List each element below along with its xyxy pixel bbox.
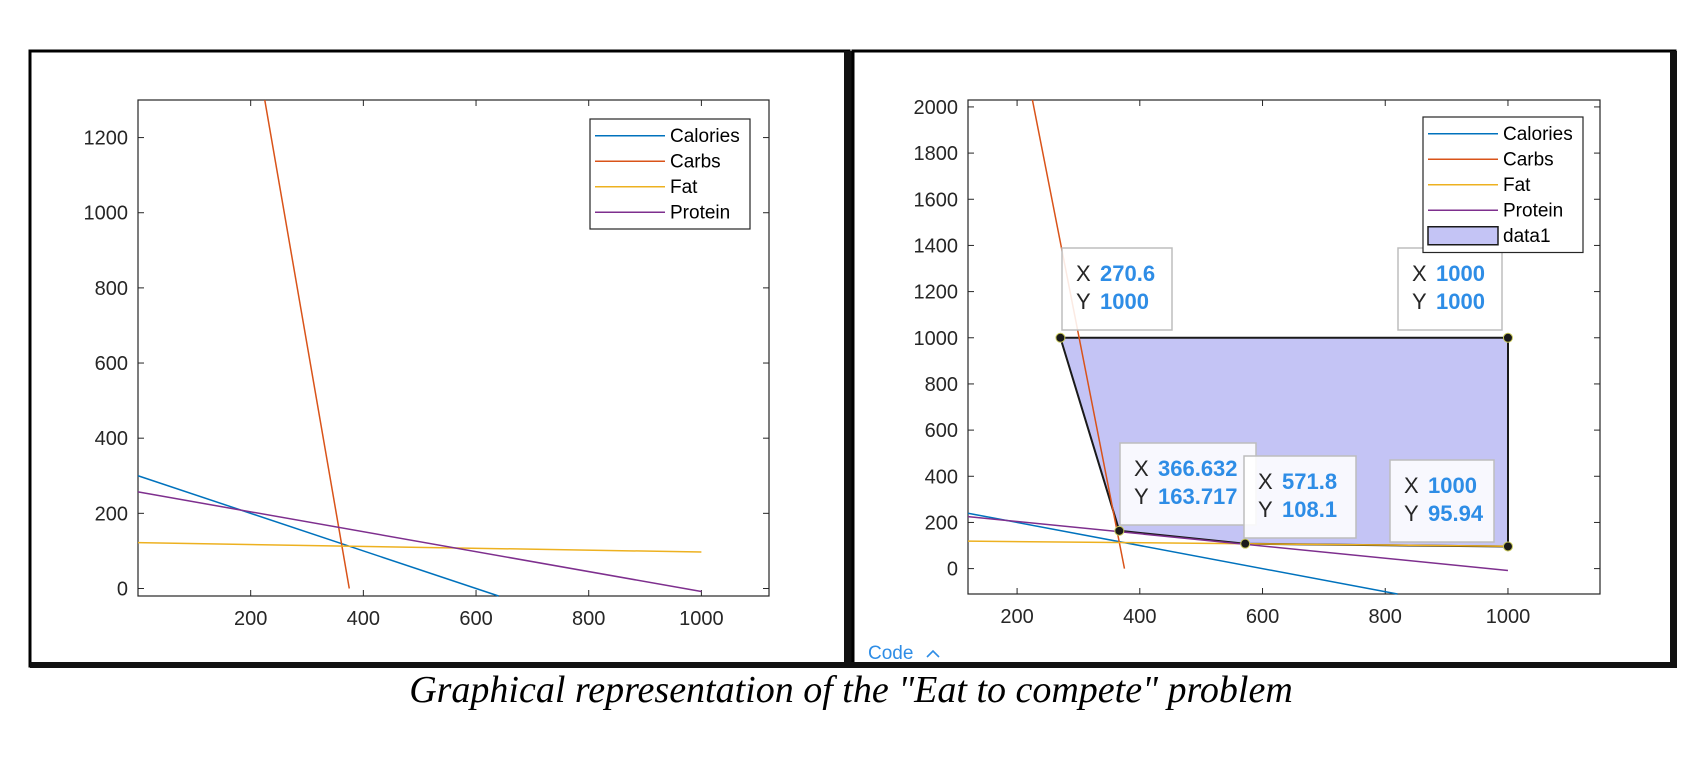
chart2-datatip-x-value: 1000 <box>1436 261 1485 286</box>
chart2-datatip-x-key: X <box>1258 469 1273 494</box>
chart2-x-tick-label: 1000 <box>1486 606 1531 628</box>
chart2-datatip-marker <box>1114 525 1125 536</box>
chart2-datatip-box <box>1389 459 1495 543</box>
chevron-up-icon[interactable] <box>926 649 940 658</box>
chart-left: 200 400 600 800 1000 0 200 400 600 800 1000 1200 Cal… <box>84 99 770 630</box>
chart1-legend-label-calories: Calories <box>670 126 740 147</box>
chart2-datatip-marker <box>1055 332 1066 343</box>
chart1-series-line-calories <box>137 475 499 597</box>
chart2-series-line-calories <box>967 512 1398 595</box>
chart2-y-tick-label: 200 <box>925 512 958 534</box>
chart1-legend-label-carbs: Carbs <box>670 151 721 172</box>
chart1-series-line-protein <box>137 491 702 593</box>
chart1-x-tick-label: 1000 <box>679 608 724 630</box>
figure-caption: Graphical representation of the "Eat to … <box>409 669 1293 711</box>
chart2-datatip-y-value: 1000 <box>1100 289 1149 314</box>
chart2-datatip-y-key: Y <box>1258 497 1273 522</box>
chart2-legend-swatch-data1 <box>1427 226 1499 246</box>
chart2-legend-label-fat: Fat <box>1503 175 1531 196</box>
chart1-legend-box <box>589 118 751 230</box>
chart2-datatip-y-value: 1000 <box>1436 289 1485 314</box>
chart2-y-tick-label: 800 <box>925 374 958 396</box>
chart2-datatip-x-key: X <box>1412 261 1427 286</box>
chart2-y-tick-label: 0 <box>947 559 958 581</box>
chart2-y-tick-label: 1600 <box>914 189 959 211</box>
chart1-y-tick-label: 600 <box>95 353 128 375</box>
chart2-datatip-y-key: Y <box>1134 484 1149 509</box>
chart1-series-line-fat <box>137 541 702 553</box>
chart2-x-tick-label: 200 <box>1000 606 1033 628</box>
chart2-datatip-y-key: Y <box>1412 289 1427 314</box>
chart2-y-tick-label: 1200 <box>914 282 959 304</box>
chart1-x-tick-label: 800 <box>572 608 605 630</box>
chart2-datatip-box <box>1061 247 1173 331</box>
chart1-y-tick-label: 400 <box>95 428 128 450</box>
chart1-y-tick-label: 800 <box>95 278 128 300</box>
chart2-datatip-box <box>1397 247 1503 331</box>
chart1-x-tick-label: 600 <box>459 608 492 630</box>
chart2-x-tick-label: 800 <box>1369 606 1402 628</box>
chart1-series-line-carbs <box>264 99 351 589</box>
chart1-x-tick-label: 400 <box>347 608 380 630</box>
chart2-datatip-y-value: 163.717 <box>1158 484 1238 509</box>
chart1-legend-label-protein: Protein <box>670 202 730 223</box>
chart2-datatip-x-value: 1000 <box>1428 473 1477 498</box>
chart2-x-tick-label: 400 <box>1123 606 1156 628</box>
chart2-datatip-marker <box>1502 332 1513 343</box>
chart2-datatip-x-value: 571.8 <box>1282 469 1337 494</box>
chart2-datatip-x-key: X <box>1134 456 1149 481</box>
chart2-series-line-protein <box>967 515 1509 572</box>
chart2-y-tick-label: 400 <box>925 466 958 488</box>
chart2-y-tick-label: 1400 <box>914 235 959 257</box>
chart2-legend-label-calories: Calories <box>1503 124 1573 145</box>
chart2-datatip-box <box>1119 442 1257 526</box>
chart2-y-tick-label: 600 <box>925 420 958 442</box>
right-panel-edge <box>1670 51 1677 666</box>
chart2-datatip-box <box>1243 455 1357 539</box>
chart2-datatip-x-key: X <box>1404 473 1419 498</box>
chart2-datatip-y-key: Y <box>1076 289 1091 314</box>
chart1-y-tick-label: 1200 <box>84 128 129 150</box>
bottom-bar <box>30 662 1677 668</box>
chart2-datatip-x-value: 270.6 <box>1100 261 1155 286</box>
chart2-y-tick-label: 2000 <box>914 97 959 119</box>
chart2-y-tick-label: 1000 <box>914 328 959 350</box>
chart2-datatip-y-value: 108.1 <box>1282 497 1337 522</box>
chart2-legend-label-data1: data1 <box>1503 226 1551 247</box>
chart-right: 200 400 600 800 1000 0 200 400 600 800 1000 1200 140… <box>914 97 1601 628</box>
chart1-legend-label-fat: Fat <box>670 177 698 198</box>
chart2-x-tick-label: 600 <box>1246 606 1279 628</box>
chart1-y-tick-label: 1000 <box>84 203 129 225</box>
chart1-y-tick-label: 0 <box>117 578 128 600</box>
chart2-datatip-x-key: X <box>1076 261 1091 286</box>
chart2-series-line-carbs <box>1031 99 1126 569</box>
chart2-datatip-marker <box>1502 541 1513 552</box>
chart2-y-tick-label: 1800 <box>914 143 959 165</box>
chart1-y-tick-label: 200 <box>95 503 128 525</box>
code-link[interactable]: Code <box>868 643 913 664</box>
chart2-legend-label-carbs: Carbs <box>1503 149 1554 170</box>
chart2-legend-label-protein: Protein <box>1503 200 1563 221</box>
chart1-x-tick-label: 200 <box>234 608 267 630</box>
chart2-datatip-y-value: 95.94 <box>1428 501 1484 526</box>
chart2-datatip-y-key: Y <box>1404 501 1419 526</box>
chart2-datatip-marker <box>1240 538 1251 549</box>
panel-divider <box>844 51 853 666</box>
chart2-datatip-x-value: 366.632 <box>1158 456 1238 481</box>
